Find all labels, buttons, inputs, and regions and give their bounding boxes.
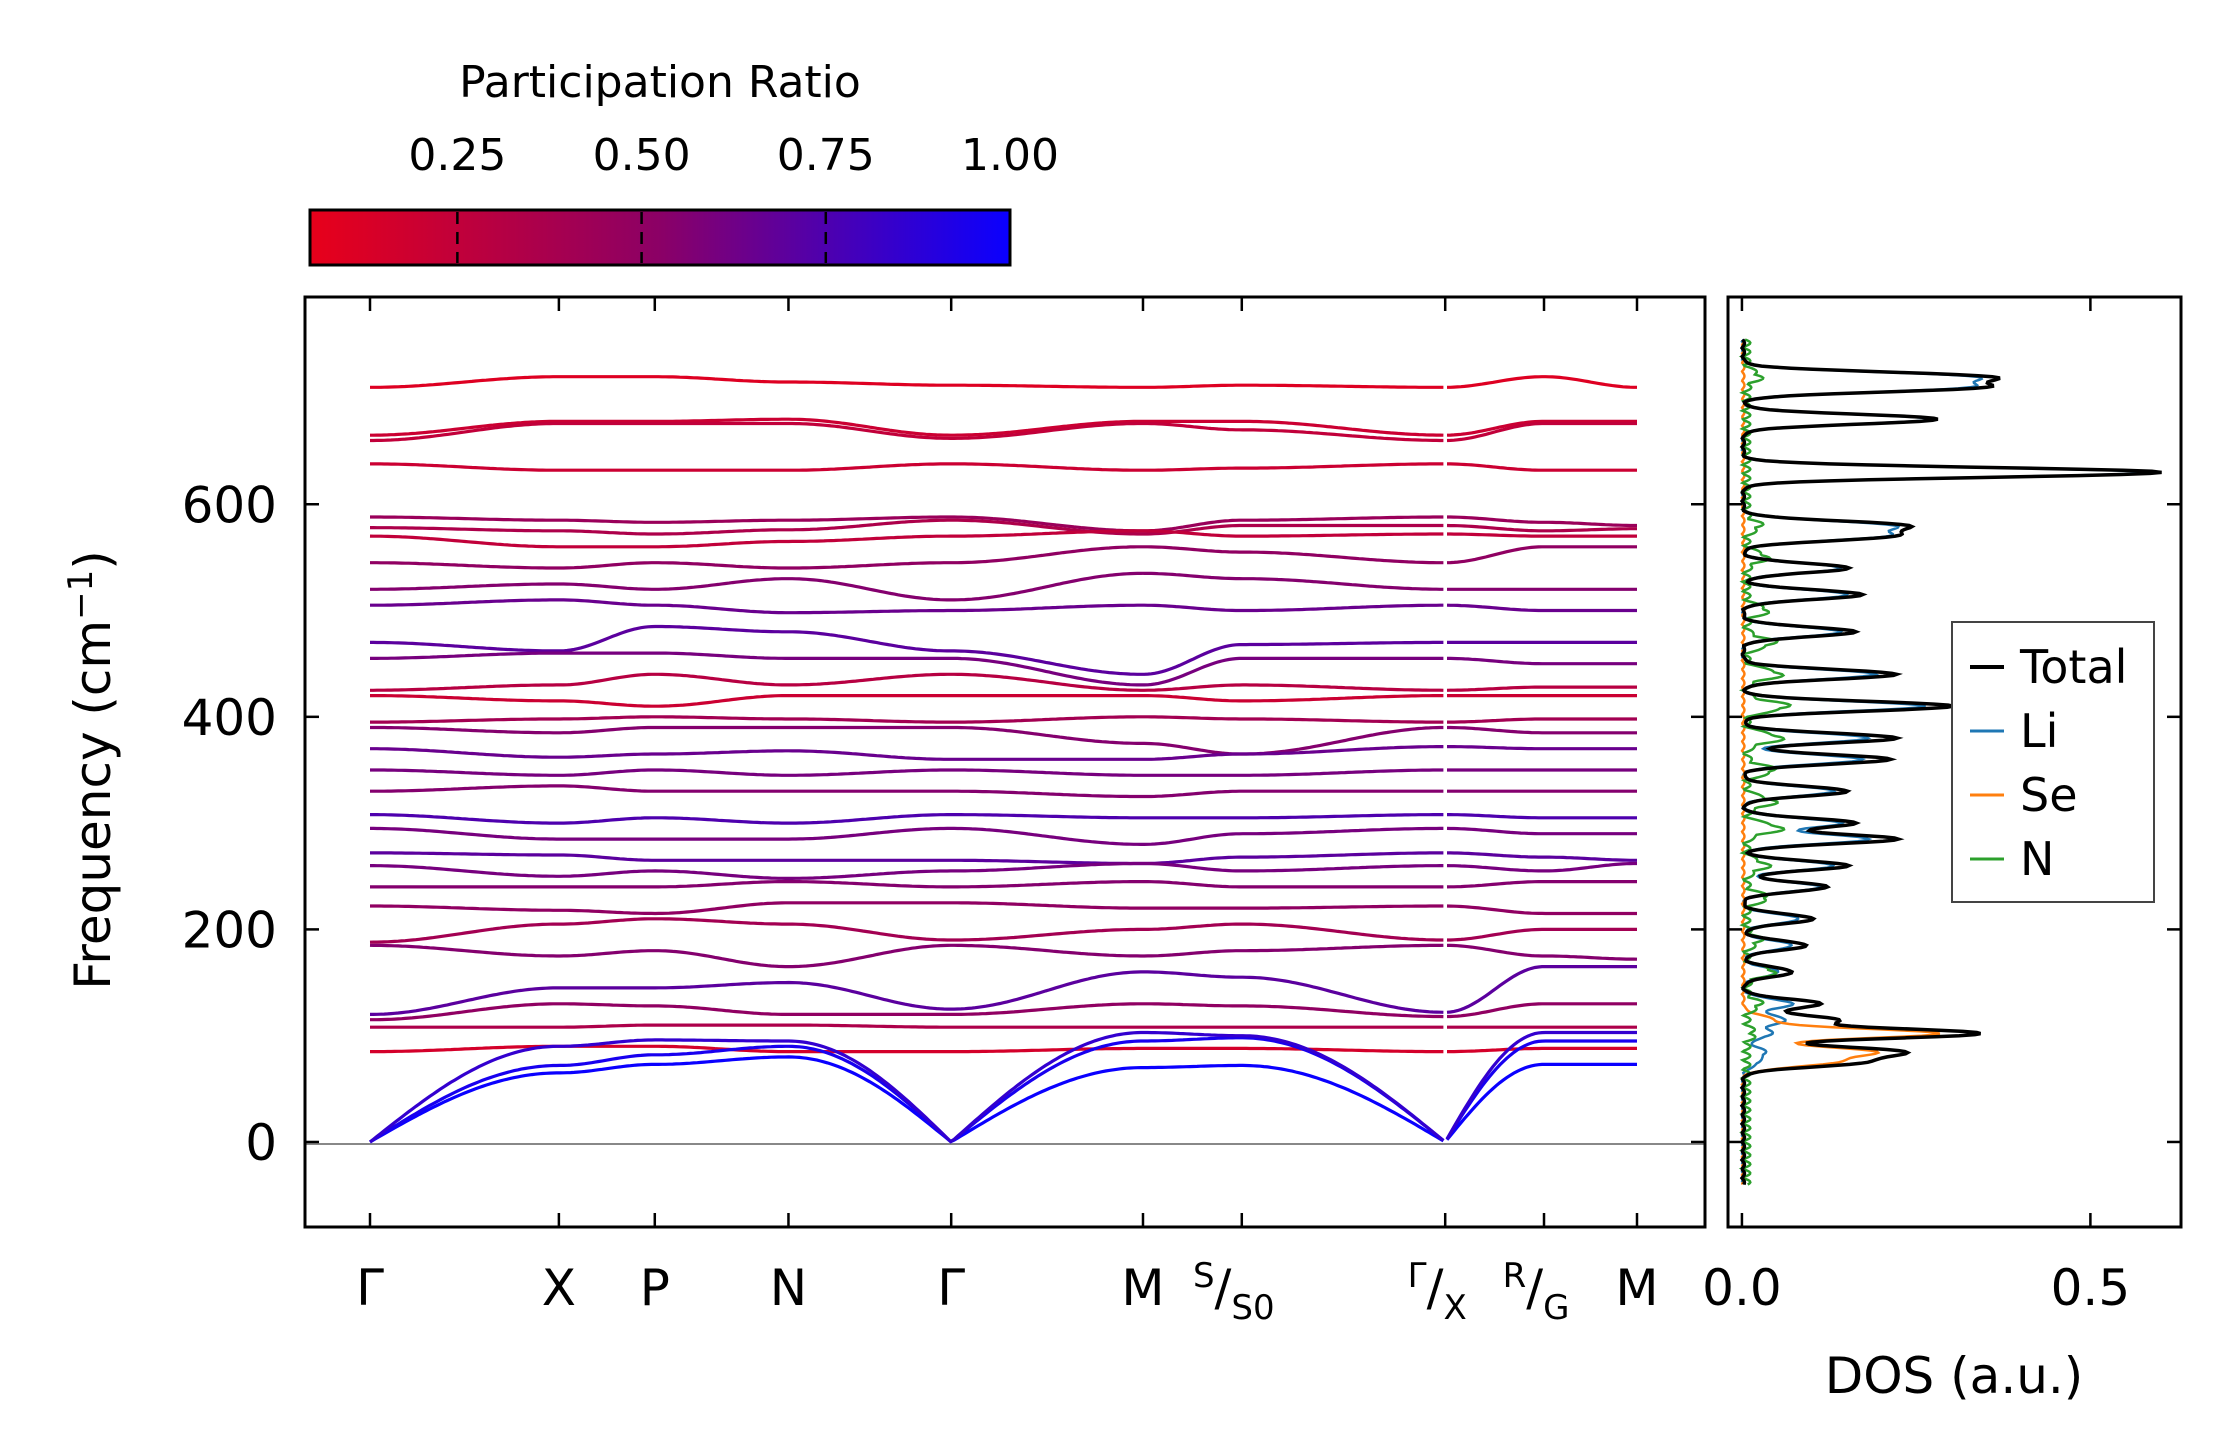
legend-label: Total xyxy=(2019,640,2127,694)
acoustic-band-la xyxy=(369,1030,1637,1144)
colorbar: Participation Ratio 0.25 0.50 0.75 1.00 xyxy=(308,57,1059,267)
phonon-band xyxy=(370,826,1637,846)
phonon-band xyxy=(370,624,1637,676)
phonon-band xyxy=(370,375,1637,389)
kpath-label: Γ xyxy=(937,1259,965,1317)
phonon-band xyxy=(370,861,1637,880)
band-axes-frame xyxy=(303,295,1707,1229)
phonon-band xyxy=(370,421,1637,443)
dos-x-tick-label: 0.0 xyxy=(1702,1259,1782,1317)
phonon-band xyxy=(370,965,1637,1016)
phonon-bands xyxy=(369,375,1638,1144)
kpath-ticks: Γ X P N Γ M S/S0 Γ/X R/G M xyxy=(356,297,1659,1328)
colorbar-gradient xyxy=(308,208,1012,267)
phonon-band xyxy=(370,901,1637,916)
phonon-band xyxy=(369,917,1637,944)
phonon-band xyxy=(370,651,1637,687)
dos-x-tick-label: 0.5 xyxy=(2051,1259,2131,1317)
legend-label: Li xyxy=(2020,704,2058,758)
phonon-band xyxy=(370,715,1637,724)
y-axis-title: Frequency (cm−1) xyxy=(61,550,122,990)
phonon-band xyxy=(370,725,1637,756)
frequency-ticks: 0 200 400 600 xyxy=(182,476,1705,1172)
phonon-band xyxy=(370,417,1637,437)
frequency-tick-label: 200 xyxy=(182,901,277,959)
legend-label: N xyxy=(2020,832,2054,886)
phonon-band xyxy=(370,518,1637,536)
kpath-label: N xyxy=(770,1259,807,1317)
colorbar-tick-labels: 0.25 0.50 0.75 1.00 xyxy=(408,130,1059,181)
phonon-band xyxy=(370,851,1637,866)
legend-items: Total Li Se N xyxy=(1970,640,2127,886)
frequency-tick-label: 400 xyxy=(182,689,277,747)
acoustic-band-ta2 xyxy=(369,1036,1637,1144)
kpath-label: Γ/X xyxy=(1408,1256,1467,1328)
kpath-label: S/S0 xyxy=(1193,1256,1275,1328)
phonon-band xyxy=(370,1023,1637,1029)
phonon-band xyxy=(370,571,1637,602)
phonon-band xyxy=(370,672,1637,692)
kpath-label: P xyxy=(640,1259,670,1317)
phonon-band xyxy=(369,943,1638,969)
dos-x-axis-title: DOS (a.u.) xyxy=(1825,1347,2084,1405)
dos-ticks: 0.0 0.5 xyxy=(1702,297,2181,1317)
phonon-band xyxy=(369,529,1637,549)
kpath-label: X xyxy=(542,1259,576,1317)
kpath-label: Γ xyxy=(356,1259,384,1317)
phonon-band xyxy=(370,813,1637,825)
kpath-label: R/G xyxy=(1503,1256,1570,1328)
colorbar-tick-label: 1.00 xyxy=(961,130,1059,181)
colorbar-tick-lines xyxy=(456,212,828,263)
frequency-tick-label: 0 xyxy=(245,1114,277,1172)
phonon-band xyxy=(370,880,1637,889)
colorbar-tick-label: 0.50 xyxy=(593,130,691,181)
dos-axes-frame xyxy=(1726,295,2183,1229)
phonon-band xyxy=(370,694,1637,708)
phonon-band xyxy=(370,745,1637,761)
kpath-label: M xyxy=(1121,1259,1164,1317)
phonon-band xyxy=(370,515,1637,533)
phonon-band xyxy=(370,784,1637,799)
phonon-band xyxy=(370,545,1637,570)
kpath-label: M xyxy=(1615,1259,1658,1317)
dos-curve-total xyxy=(1739,338,2162,1186)
colorbar-tick-label: 0.75 xyxy=(777,130,875,181)
dos-curve-n xyxy=(1738,338,1793,1186)
dos-panel: 0.0 0.5 DOS (a.u.) Total Li Se N xyxy=(1702,295,2183,1405)
colorbar-title: Participation Ratio xyxy=(459,57,861,108)
legend-label: Se xyxy=(2020,768,2078,822)
phonon-band xyxy=(370,462,1637,472)
phonon-band xyxy=(370,1002,1637,1022)
acoustic-band-ta1 xyxy=(369,1055,1637,1144)
band-structure-panel: Γ X P N Γ M S/S0 Γ/X R/G M 0 200 400 600 Frequency (… xyxy=(61,295,1707,1328)
frequency-tick-label: 600 xyxy=(182,476,277,534)
phonon-band xyxy=(370,768,1637,777)
dos-curve-se xyxy=(1740,339,1941,1185)
legend: Total Li Se N xyxy=(1951,621,2155,903)
colorbar-tick-label: 0.25 xyxy=(408,130,506,181)
phonon-band xyxy=(370,598,1637,615)
dos-curves xyxy=(1738,338,2162,1186)
